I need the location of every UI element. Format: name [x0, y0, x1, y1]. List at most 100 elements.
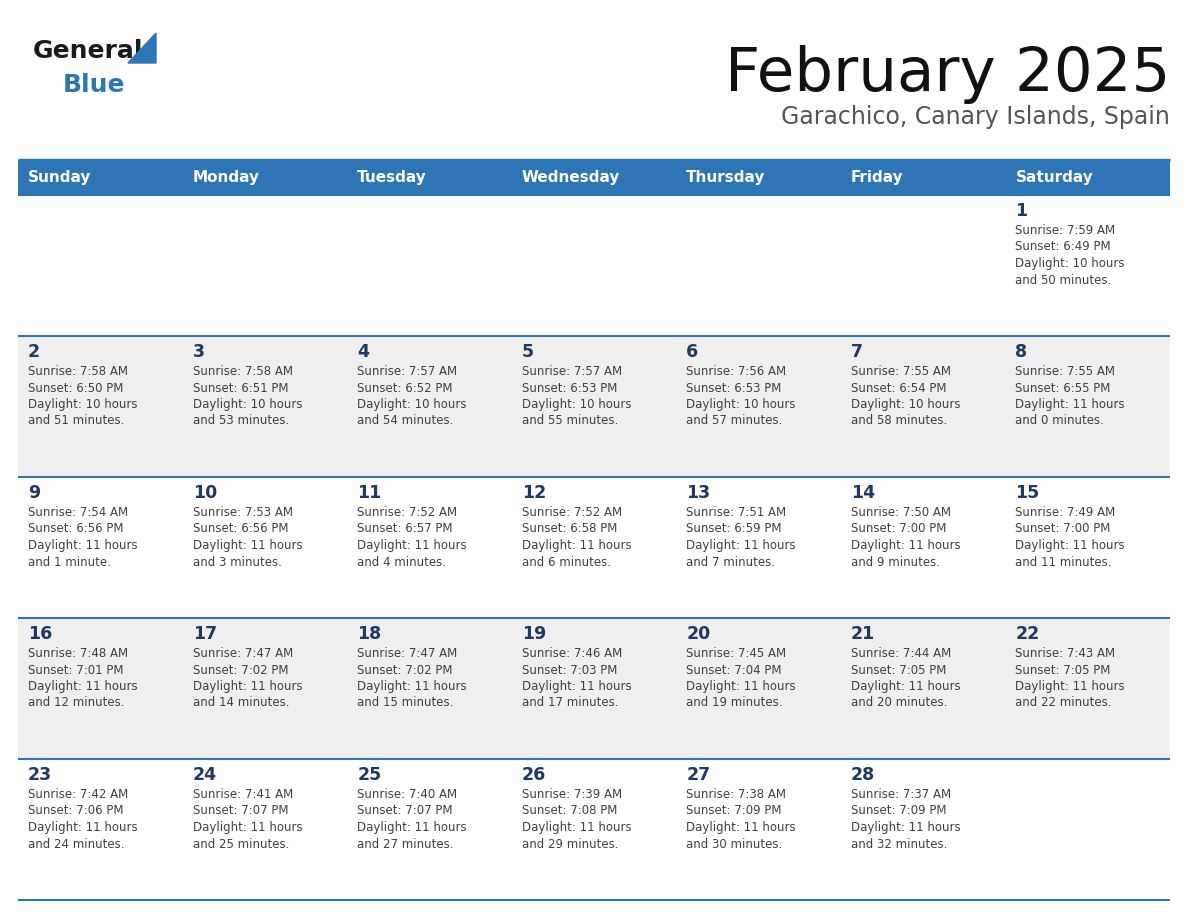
Text: and 12 minutes.: and 12 minutes. — [29, 697, 125, 710]
Text: Daylight: 11 hours: Daylight: 11 hours — [358, 680, 467, 693]
Text: Sunrise: 7:41 AM: Sunrise: 7:41 AM — [192, 788, 292, 801]
Text: Sunrise: 7:55 AM: Sunrise: 7:55 AM — [1016, 365, 1116, 378]
Text: Daylight: 10 hours: Daylight: 10 hours — [522, 398, 631, 411]
Text: Sunrise: 7:45 AM: Sunrise: 7:45 AM — [687, 647, 786, 660]
Text: and 6 minutes.: and 6 minutes. — [522, 555, 611, 568]
Text: Sunset: 7:05 PM: Sunset: 7:05 PM — [1016, 664, 1111, 677]
Text: and 32 minutes.: and 32 minutes. — [851, 837, 947, 850]
Text: Thursday: Thursday — [687, 170, 765, 185]
Text: 8: 8 — [1016, 343, 1028, 361]
Text: Monday: Monday — [192, 170, 259, 185]
Text: Sunset: 6:59 PM: Sunset: 6:59 PM — [687, 522, 782, 535]
Text: Sunrise: 7:51 AM: Sunrise: 7:51 AM — [687, 506, 786, 519]
Text: Saturday: Saturday — [1016, 170, 1093, 185]
Text: Sunrise: 7:58 AM: Sunrise: 7:58 AM — [192, 365, 292, 378]
Text: February 2025: February 2025 — [725, 45, 1170, 104]
Text: and 25 minutes.: and 25 minutes. — [192, 837, 289, 850]
Text: and 15 minutes.: and 15 minutes. — [358, 697, 454, 710]
Text: 2: 2 — [29, 343, 40, 361]
Text: Daylight: 11 hours: Daylight: 11 hours — [1016, 539, 1125, 552]
Text: Wednesday: Wednesday — [522, 170, 620, 185]
Text: Sunset: 7:01 PM: Sunset: 7:01 PM — [29, 664, 124, 677]
Text: Sunrise: 7:58 AM: Sunrise: 7:58 AM — [29, 365, 128, 378]
Text: Daylight: 11 hours: Daylight: 11 hours — [192, 680, 302, 693]
Text: Sunrise: 7:55 AM: Sunrise: 7:55 AM — [851, 365, 950, 378]
Bar — [18, 160, 1170, 195]
Text: 11: 11 — [358, 484, 381, 502]
Text: and 17 minutes.: and 17 minutes. — [522, 697, 618, 710]
Text: Friday: Friday — [851, 170, 904, 185]
Bar — [18, 336, 1170, 477]
Text: Daylight: 11 hours: Daylight: 11 hours — [29, 680, 138, 693]
Text: Sunrise: 7:39 AM: Sunrise: 7:39 AM — [522, 788, 621, 801]
Text: Sunrise: 7:42 AM: Sunrise: 7:42 AM — [29, 788, 128, 801]
Text: and 55 minutes.: and 55 minutes. — [522, 415, 618, 428]
Text: 27: 27 — [687, 766, 710, 784]
Text: Daylight: 11 hours: Daylight: 11 hours — [358, 539, 467, 552]
Text: Sunset: 6:54 PM: Sunset: 6:54 PM — [851, 382, 947, 395]
Text: Sunset: 6:49 PM: Sunset: 6:49 PM — [1016, 241, 1111, 253]
Text: Daylight: 10 hours: Daylight: 10 hours — [687, 398, 796, 411]
Text: 3: 3 — [192, 343, 204, 361]
Text: Sunset: 6:53 PM: Sunset: 6:53 PM — [522, 382, 617, 395]
Text: 5: 5 — [522, 343, 533, 361]
Text: Sunset: 7:03 PM: Sunset: 7:03 PM — [522, 664, 617, 677]
Text: Sunrise: 7:46 AM: Sunrise: 7:46 AM — [522, 647, 623, 660]
Text: Sunset: 6:53 PM: Sunset: 6:53 PM — [687, 382, 782, 395]
Text: Daylight: 11 hours: Daylight: 11 hours — [522, 680, 631, 693]
Text: 7: 7 — [851, 343, 862, 361]
Text: Daylight: 10 hours: Daylight: 10 hours — [29, 398, 138, 411]
Text: Daylight: 11 hours: Daylight: 11 hours — [687, 680, 796, 693]
Text: Sunrise: 7:59 AM: Sunrise: 7:59 AM — [1016, 224, 1116, 237]
Text: Sunrise: 7:56 AM: Sunrise: 7:56 AM — [687, 365, 786, 378]
Text: Sunrise: 7:52 AM: Sunrise: 7:52 AM — [358, 506, 457, 519]
Text: Sunrise: 7:54 AM: Sunrise: 7:54 AM — [29, 506, 128, 519]
Text: Sunset: 6:50 PM: Sunset: 6:50 PM — [29, 382, 124, 395]
Text: Sunset: 7:02 PM: Sunset: 7:02 PM — [358, 664, 453, 677]
Text: Daylight: 11 hours: Daylight: 11 hours — [29, 821, 138, 834]
Text: Sunset: 7:05 PM: Sunset: 7:05 PM — [851, 664, 946, 677]
Text: 16: 16 — [29, 625, 52, 643]
Text: Sunday: Sunday — [29, 170, 91, 185]
Text: Garachico, Canary Islands, Spain: Garachico, Canary Islands, Spain — [782, 105, 1170, 129]
Text: Sunrise: 7:44 AM: Sunrise: 7:44 AM — [851, 647, 952, 660]
Text: and 4 minutes.: and 4 minutes. — [358, 555, 447, 568]
Text: 20: 20 — [687, 625, 710, 643]
Text: Sunset: 7:00 PM: Sunset: 7:00 PM — [851, 522, 946, 535]
Text: and 20 minutes.: and 20 minutes. — [851, 697, 947, 710]
Text: and 53 minutes.: and 53 minutes. — [192, 415, 289, 428]
Text: Sunrise: 7:49 AM: Sunrise: 7:49 AM — [1016, 506, 1116, 519]
Text: Sunset: 7:08 PM: Sunset: 7:08 PM — [522, 804, 617, 818]
Text: Sunset: 7:00 PM: Sunset: 7:00 PM — [1016, 522, 1111, 535]
Text: Daylight: 11 hours: Daylight: 11 hours — [192, 539, 302, 552]
Text: and 19 minutes.: and 19 minutes. — [687, 697, 783, 710]
Text: Daylight: 11 hours: Daylight: 11 hours — [29, 539, 138, 552]
Text: and 57 minutes.: and 57 minutes. — [687, 415, 783, 428]
Text: Daylight: 11 hours: Daylight: 11 hours — [1016, 398, 1125, 411]
Text: and 1 minute.: and 1 minute. — [29, 555, 110, 568]
Text: 18: 18 — [358, 625, 381, 643]
Text: Tuesday: Tuesday — [358, 170, 426, 185]
Text: Sunrise: 7:38 AM: Sunrise: 7:38 AM — [687, 788, 786, 801]
Text: Sunset: 7:09 PM: Sunset: 7:09 PM — [851, 804, 947, 818]
Text: 1: 1 — [1016, 202, 1028, 220]
Text: Sunset: 7:07 PM: Sunset: 7:07 PM — [358, 804, 453, 818]
Text: and 22 minutes.: and 22 minutes. — [1016, 697, 1112, 710]
Text: Sunrise: 7:43 AM: Sunrise: 7:43 AM — [1016, 647, 1116, 660]
Text: Sunset: 6:58 PM: Sunset: 6:58 PM — [522, 522, 617, 535]
Text: Daylight: 11 hours: Daylight: 11 hours — [358, 821, 467, 834]
Text: Sunset: 7:04 PM: Sunset: 7:04 PM — [687, 664, 782, 677]
Text: and 58 minutes.: and 58 minutes. — [851, 415, 947, 428]
Text: Blue: Blue — [63, 73, 126, 97]
Text: Sunset: 6:51 PM: Sunset: 6:51 PM — [192, 382, 287, 395]
Text: and 50 minutes.: and 50 minutes. — [1016, 274, 1112, 286]
Text: 22: 22 — [1016, 625, 1040, 643]
Bar — [18, 477, 1170, 618]
Text: 23: 23 — [29, 766, 52, 784]
Text: Sunrise: 7:57 AM: Sunrise: 7:57 AM — [522, 365, 621, 378]
Text: Sunrise: 7:40 AM: Sunrise: 7:40 AM — [358, 788, 457, 801]
Text: 12: 12 — [522, 484, 546, 502]
Text: Daylight: 11 hours: Daylight: 11 hours — [522, 539, 631, 552]
Text: Sunset: 7:09 PM: Sunset: 7:09 PM — [687, 804, 782, 818]
Text: 13: 13 — [687, 484, 710, 502]
